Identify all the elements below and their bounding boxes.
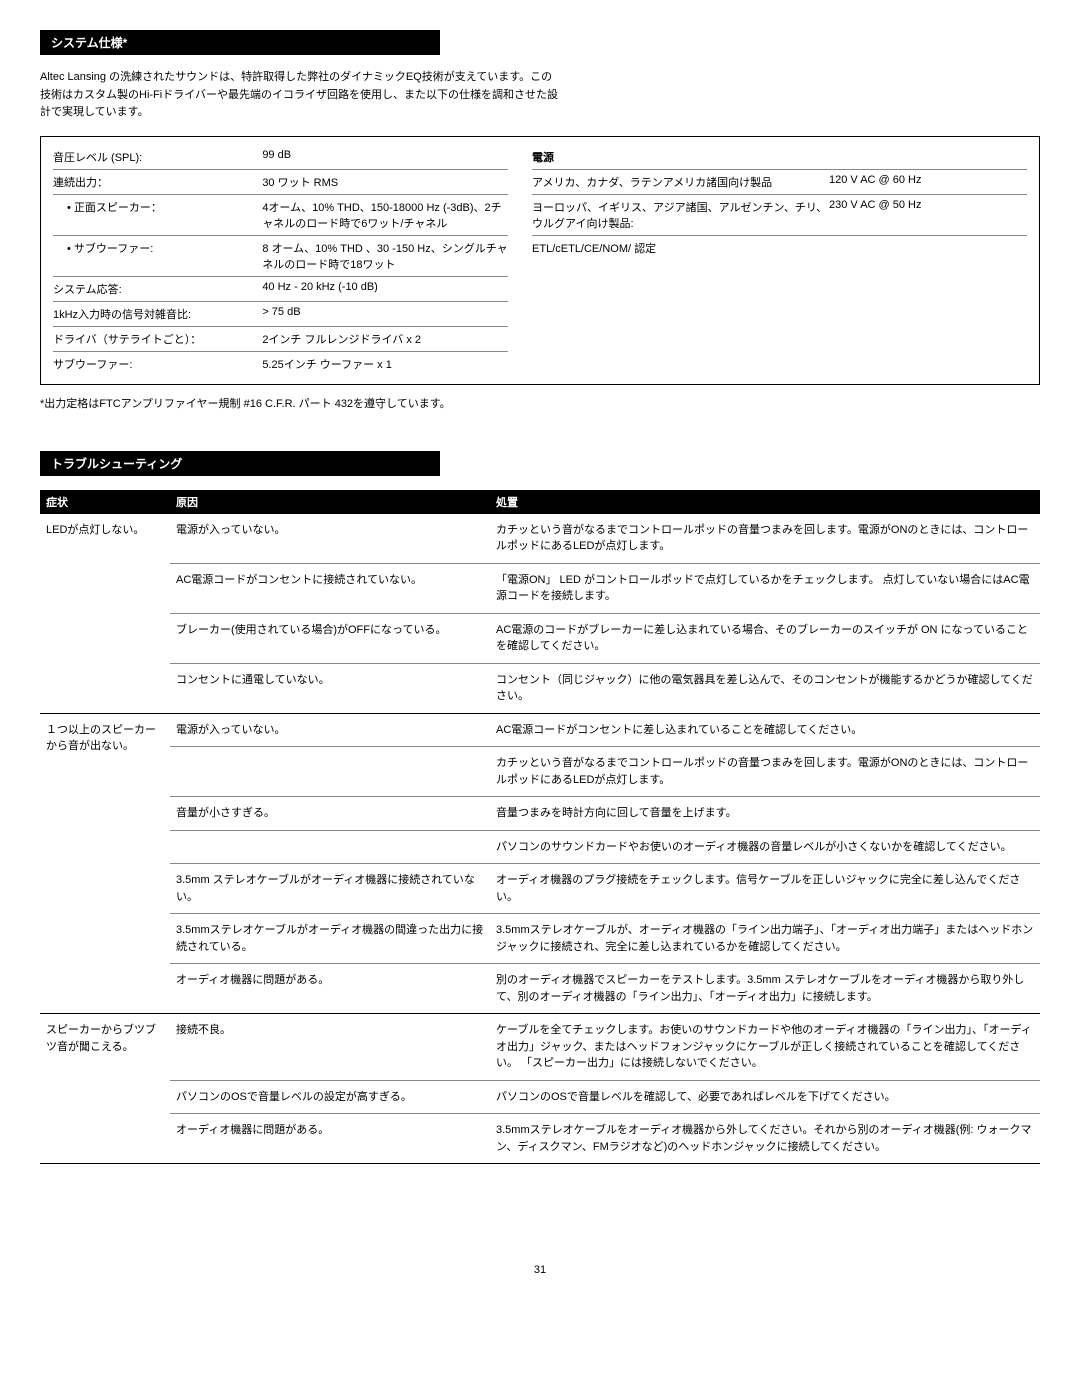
- section-header-specs: システム仕様*: [40, 30, 440, 55]
- spec-value: 2インチ フルレンジドライバ x 2: [262, 331, 508, 347]
- footnote: *出力定格はFTCアンプリファイヤー規制 #16 C.F.R. パート 432を…: [40, 395, 1040, 411]
- cause-cell: 3.5mmステレオケーブルがオーディオ機器の間違った出力に接続されている。: [170, 914, 490, 964]
- action-cell: AC電源のコードがブレーカーに差し込まれている場合、そのブレーカーのスイッチが …: [490, 613, 1040, 663]
- spec-label: アメリカ、カナダ、ラテンアメリカ諸国向け製品: [532, 174, 829, 190]
- cause-cell: コンセントに通電していない。: [170, 663, 490, 713]
- spec-table: 音圧レベル (SPL):99 dB連続出力：30 ワット RMS• 正面スピーカ…: [40, 136, 1040, 385]
- symptom-cell: １つ以上のスピーカーから音が出ない。: [40, 713, 170, 1014]
- action-cell: AC電源コードがコンセントに差し込まれていることを確認してください。: [490, 713, 1040, 747]
- section-header-trouble: トラブルシューティング: [40, 451, 440, 476]
- cause-cell: オーディオ機器に問題がある。: [170, 964, 490, 1014]
- spec-label: ETL/cETL/CE/NOM/ 認定: [532, 240, 829, 256]
- cause-cell: [170, 830, 490, 864]
- power-header: 電源: [532, 145, 1027, 170]
- spec-value: 120 V AC @ 60 Hz: [829, 174, 1027, 190]
- spec-value: 99 dB: [262, 149, 508, 165]
- spec-value: 30 ワット RMS: [262, 174, 508, 190]
- action-cell: 3.5mmステレオケーブルが、オーディオ機器の「ライン出力端子」、「オーディオ出…: [490, 914, 1040, 964]
- action-cell: パソコンのサウンドカードやお使いのオーディオ機器の音量レベルが小さくないかを確認…: [490, 830, 1040, 864]
- cause-cell: ブレーカー(使用されている場合)がOFFになっている。: [170, 613, 490, 663]
- spec-label: 音圧レベル (SPL):: [53, 149, 262, 165]
- spec-label: 連続出力：: [53, 174, 262, 190]
- action-cell: 別のオーディオ機器でスピーカーをテストします。3.5mm ステレオケーブルをオー…: [490, 964, 1040, 1014]
- spec-label: ドライバ（サテライトごと）：: [53, 331, 262, 347]
- symptom-cell: LEDが点灯しない。: [40, 514, 170, 714]
- action-cell: オーディオ機器のプラグ接続をチェックします。信号ケーブルを正しいジャックに完全に…: [490, 864, 1040, 914]
- action-cell: 音量つまみを時計方向に回して音量を上げます。: [490, 797, 1040, 831]
- spec-label: システム応答:: [53, 281, 262, 297]
- cause-cell: オーディオ機器に問題がある。: [170, 1114, 490, 1164]
- spec-value: > 75 dB: [262, 306, 508, 322]
- col-symptom: 症状: [40, 490, 170, 514]
- action-cell: カチッという音がなるまでコントロールポッドの音量つまみを回します。電源がONのと…: [490, 747, 1040, 797]
- cause-cell: AC電源コードがコンセントに接続されていない。: [170, 563, 490, 613]
- action-cell: カチッという音がなるまでコントロールポッドの音量つまみを回します。電源がONのと…: [490, 514, 1040, 564]
- cause-cell: 電源が入っていない。: [170, 713, 490, 747]
- spec-value: 4オーム、10% THD、150-18000 Hz (-3dB)、2チャネルのロ…: [262, 199, 508, 231]
- page-number: 31: [40, 1264, 1040, 1276]
- action-cell: 3.5mmステレオケーブルをオーディオ機器から外してください。それから別のオーデ…: [490, 1114, 1040, 1164]
- col-action: 処置: [490, 490, 1040, 514]
- troubleshoot-table: 症状 原因 処置 LEDが点灯しない。電源が入っていない。カチッという音がなるま…: [40, 490, 1040, 1165]
- cause-cell: パソコンのOSで音量レベルの設定が高すぎる。: [170, 1080, 490, 1114]
- cause-cell: 電源が入っていない。: [170, 514, 490, 564]
- cause-cell: 音量が小さすぎる。: [170, 797, 490, 831]
- spec-value: 40 Hz - 20 kHz (-10 dB): [262, 281, 508, 297]
- spec-value: 8 オーム、10% THD 、30 -150 Hz、シングルチャネルのロード時で…: [262, 240, 508, 272]
- intro-text: Altec Lansing の洗練されたサウンドは、特許取得した弊社のダイナミッ…: [40, 69, 560, 122]
- action-cell: パソコンのOSで音量レベルを確認して、必要であればレベルを下げてください。: [490, 1080, 1040, 1114]
- cause-cell: [170, 747, 490, 797]
- spec-value: 5.25インチ ウーファー x 1: [262, 356, 508, 372]
- spec-label: • サブウーファー:: [53, 240, 262, 272]
- spec-label: サブウーファー:: [53, 356, 262, 372]
- cause-cell: 接続不良。: [170, 1014, 490, 1081]
- cause-cell: 3.5mm ステレオケーブルがオーディオ機器に接続されていない。: [170, 864, 490, 914]
- spec-label: 1kHz入力時の信号対雑音比:: [53, 306, 262, 322]
- action-cell: ケーブルを全てチェックします。お使いのサウンドカードや他のオーディオ機器の「ライ…: [490, 1014, 1040, 1081]
- spec-value: [829, 240, 1027, 256]
- spec-label: • 正面スピーカー：: [53, 199, 262, 231]
- spec-value: 230 V AC @ 50 Hz: [829, 199, 1027, 231]
- action-cell: 「電源ON」 LED がコントロールポッドで点灯しているかをチェックします。 点…: [490, 563, 1040, 613]
- symptom-cell: スピーカーからブツブツ音が聞こえる。: [40, 1014, 170, 1164]
- spec-label: ヨーロッパ、イギリス、アジア諸国、アルゼンチン、チリ、ウルグアイ向け製品:: [532, 199, 829, 231]
- col-cause: 原因: [170, 490, 490, 514]
- action-cell: コンセント（同じジャック）に他の電気器具を差し込んで、そのコンセントが機能するか…: [490, 663, 1040, 713]
